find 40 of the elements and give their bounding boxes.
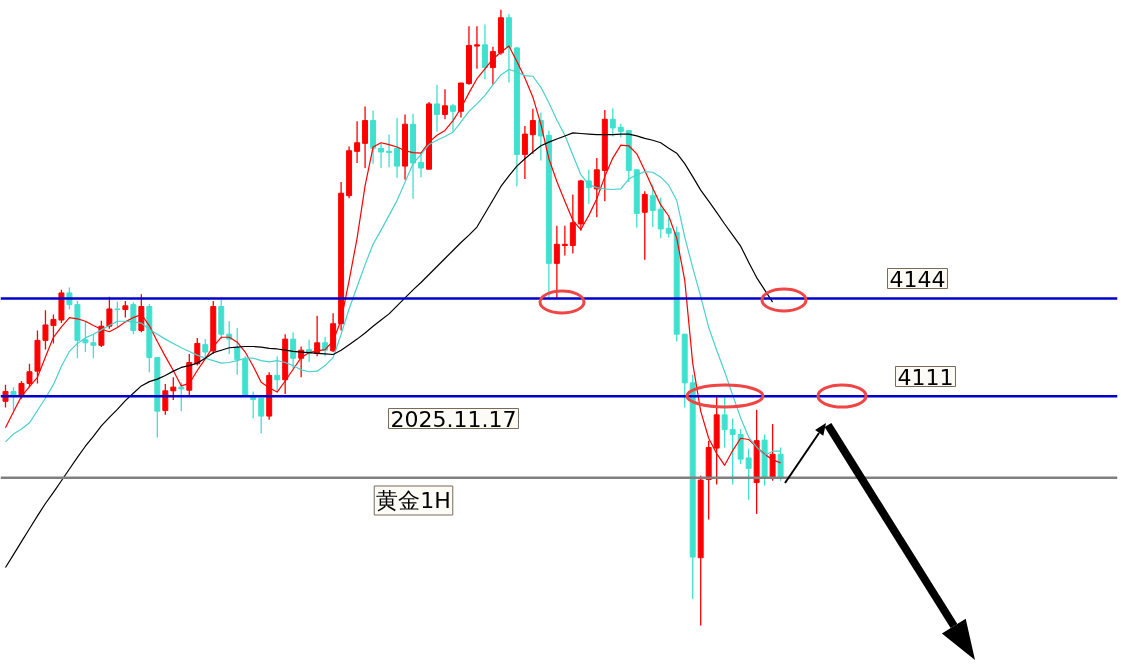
candlestick	[649, 183, 656, 228]
candlestick	[234, 327, 241, 376]
candlestick	[729, 417, 736, 486]
candlestick	[721, 396, 728, 449]
annotation: 2025.11.17	[390, 406, 517, 432]
candlestick	[386, 134, 393, 168]
candlestick	[202, 338, 209, 359]
candlestick	[481, 23, 488, 80]
candlestick	[529, 108, 536, 155]
candlestick	[521, 125, 528, 180]
candlestick	[354, 120, 361, 164]
candlestick	[378, 143, 385, 169]
candlestick	[641, 190, 648, 261]
candlestick	[450, 103, 456, 133]
annotation: 黄金1H	[376, 488, 451, 513]
candlestick	[553, 225, 560, 299]
candlestick	[442, 88, 448, 120]
candlestick	[593, 157, 600, 218]
candlestick	[609, 107, 616, 138]
candlestick	[434, 84, 440, 133]
candlestick	[473, 25, 480, 70]
candlestick	[362, 105, 369, 169]
candlestick	[657, 196, 664, 239]
candlestick	[170, 376, 177, 401]
candlestick	[98, 320, 105, 348]
candlestick	[777, 446, 784, 482]
candlestick	[90, 333, 97, 359]
candlestick	[394, 117, 401, 179]
candlestick	[274, 355, 281, 392]
candlestick	[82, 320, 89, 353]
candlestick	[290, 331, 297, 370]
candlestick	[258, 397, 265, 434]
text: 4144	[889, 266, 946, 292]
candlestick	[178, 381, 185, 412]
candlestick	[665, 216, 672, 239]
text: 4111	[897, 364, 954, 390]
candlestick	[569, 193, 576, 255]
candlestick	[114, 300, 121, 328]
candlestick	[561, 225, 568, 257]
candlestick	[745, 448, 752, 501]
